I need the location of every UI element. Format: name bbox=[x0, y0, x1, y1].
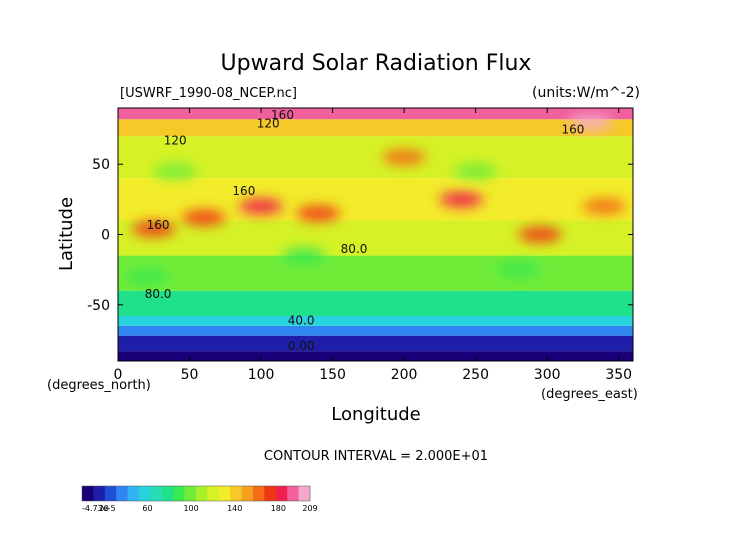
colorbar-ticks: -4.73e-520 60 100 140 180 209 bbox=[82, 504, 318, 513]
field-highlight bbox=[518, 226, 563, 243]
colorbar-swatch bbox=[184, 486, 197, 501]
field-highlight bbox=[153, 163, 198, 180]
zonal-band bbox=[118, 108, 633, 120]
contour-label: 120 bbox=[164, 134, 187, 148]
colorbar-swatch bbox=[218, 486, 231, 501]
zonal-band bbox=[118, 136, 633, 179]
zonal-band bbox=[118, 316, 633, 326]
colorbar-swatch bbox=[298, 486, 311, 501]
colorbar bbox=[81, 485, 311, 502]
colorbar-swatch bbox=[287, 486, 299, 501]
x-tick-label: 100 bbox=[248, 367, 275, 383]
colorbar-tick-label: -4.73e-5 bbox=[82, 504, 116, 513]
contour-label: 120 bbox=[257, 117, 280, 131]
y-tick-label: 50 bbox=[92, 157, 110, 173]
colorbar-swatch bbox=[196, 486, 208, 501]
y-axis-title: Latitude bbox=[56, 197, 77, 271]
contour-label: 160 bbox=[561, 122, 584, 136]
x-tick-label: 50 bbox=[181, 367, 199, 383]
field-highlight bbox=[281, 247, 326, 264]
y-tick-label: -50 bbox=[87, 298, 110, 314]
colorbar-tick-label: 180 bbox=[271, 504, 286, 513]
colorbar-swatch bbox=[241, 486, 254, 501]
colorbar-swatch bbox=[253, 486, 265, 501]
x-tick-label: 200 bbox=[391, 367, 418, 383]
contour-label: 80.0 bbox=[341, 242, 368, 256]
zonal-band bbox=[118, 255, 633, 291]
colorbar-swatch bbox=[230, 486, 242, 501]
colorbar-swatch bbox=[82, 486, 94, 501]
contour-label: 80.0 bbox=[145, 287, 172, 301]
contour-label: 160 bbox=[232, 184, 255, 198]
y-unit-label: (degrees_north) bbox=[47, 378, 151, 393]
file-label: [USWRF_1990-08_NCEP.nc] bbox=[120, 86, 297, 101]
contour-label: 40.0 bbox=[288, 313, 315, 327]
y-tick-label: 0 bbox=[101, 228, 110, 244]
field-highlight bbox=[453, 163, 498, 180]
colorbar-tick-label: 20 bbox=[99, 504, 109, 513]
colorbar-tick-label: 100 bbox=[183, 504, 198, 513]
units-label: (units:W/m^-2) bbox=[532, 85, 640, 101]
zonal-band bbox=[118, 325, 633, 336]
field-highlight bbox=[496, 261, 541, 278]
colorbar-swatch bbox=[207, 486, 220, 501]
field-highlight bbox=[239, 198, 284, 215]
field-highlight bbox=[382, 149, 427, 166]
zonal-band bbox=[118, 290, 633, 317]
colorbar-swatch bbox=[93, 486, 106, 501]
x-tick-label: 250 bbox=[462, 367, 489, 383]
chart-title: Upward Solar Radiation Flux bbox=[221, 51, 532, 76]
colorbar-swatch bbox=[139, 486, 151, 501]
field-highlight bbox=[439, 191, 484, 208]
zonal-band bbox=[118, 335, 633, 352]
colorbar-swatch bbox=[127, 486, 140, 501]
field-highlight bbox=[131, 220, 176, 237]
zonal-band bbox=[118, 119, 633, 137]
colorbar-swatch bbox=[264, 486, 277, 501]
x-axis-title: Longitude bbox=[331, 404, 421, 425]
x-axis-ticks: 0 50 100 150 200 250 300 350 bbox=[114, 108, 632, 383]
field-highlights bbox=[124, 114, 627, 285]
x-tick-label: 0 bbox=[114, 367, 123, 383]
field-highlight bbox=[568, 114, 613, 131]
x-tick-label: 150 bbox=[319, 367, 346, 383]
colorbar-swatch bbox=[275, 486, 288, 501]
colorbar-tick-label: 140 bbox=[227, 504, 242, 513]
colorbar-tick-label: 60 bbox=[142, 504, 152, 513]
field-highlight bbox=[181, 209, 226, 226]
contour-label: 0.00 bbox=[288, 339, 315, 353]
colorbar-swatch bbox=[173, 486, 185, 501]
x-unit-label: (degrees_east) bbox=[541, 387, 638, 402]
zonal-band bbox=[118, 351, 633, 361]
contour-label: 160 bbox=[271, 108, 294, 122]
field-highlight bbox=[582, 198, 627, 215]
x-tick-label: 300 bbox=[534, 367, 561, 383]
colorbar-swatch bbox=[116, 486, 128, 501]
colorbar-frame bbox=[81, 485, 311, 502]
y-axis-ticks: 50 0 -50 bbox=[87, 157, 633, 314]
colorbar-swatch bbox=[161, 486, 174, 501]
colorbar-tick-label: 209 bbox=[302, 504, 317, 513]
field-highlight bbox=[124, 268, 169, 285]
colorbar-swatch bbox=[150, 486, 163, 501]
colorbar-swatch bbox=[104, 486, 117, 501]
x-tick-label: 350 bbox=[605, 367, 632, 383]
contour-label: 160 bbox=[147, 218, 170, 232]
field-highlight bbox=[296, 205, 341, 222]
contour-interval-label: CONTOUR INTERVAL = 2.000E+01 bbox=[264, 449, 488, 464]
